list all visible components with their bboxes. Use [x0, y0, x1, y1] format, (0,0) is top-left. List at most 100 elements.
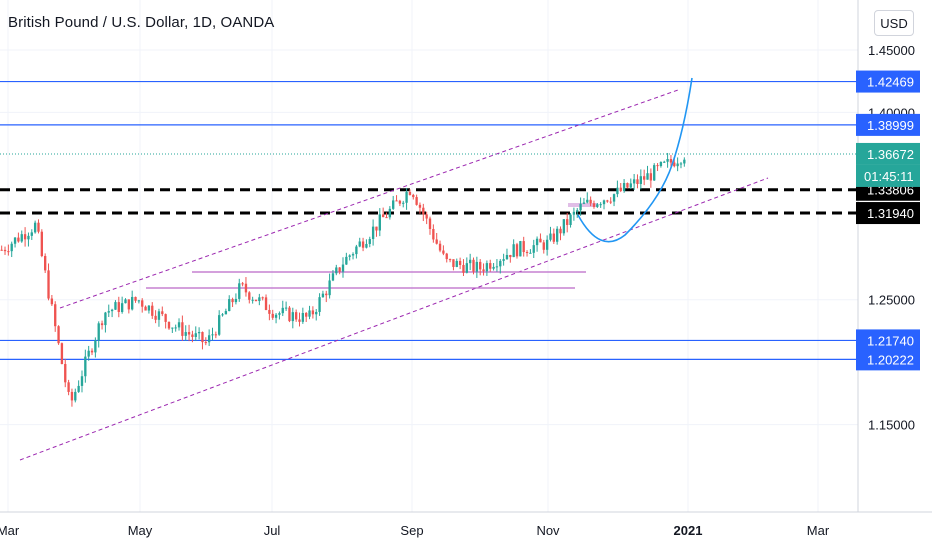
candle-body [358, 241, 361, 247]
candle-body [40, 231, 44, 257]
candle-body [127, 299, 131, 310]
candle-body [659, 162, 663, 167]
x-tick-label: Nov [536, 523, 560, 538]
candle-body [7, 251, 10, 253]
candle-body [114, 302, 117, 310]
candle-body [415, 197, 418, 205]
candle-body [244, 283, 248, 293]
currency-button[interactable]: USD [874, 10, 914, 36]
chart-grid [0, 0, 858, 512]
candle-body [596, 204, 599, 207]
candle-body [505, 254, 509, 260]
candle-body [455, 260, 458, 267]
candle-body [368, 239, 371, 244]
level-label-bg [856, 113, 920, 136]
candle-body [268, 309, 271, 314]
projection-curve [577, 77, 693, 243]
candle-body [656, 165, 659, 167]
candle-body [666, 159, 669, 162]
candle-body [288, 307, 291, 322]
candle-body [609, 201, 612, 203]
candle-body [442, 250, 445, 254]
y-tick-label: 1.45000 [868, 43, 915, 58]
candle-body [418, 204, 422, 208]
candle-body [636, 179, 639, 184]
candle-body [579, 203, 582, 211]
x-tick-label: Jul [264, 523, 281, 538]
candle-body [254, 299, 258, 302]
candle-body [204, 342, 207, 344]
candle-body [465, 263, 468, 273]
candle-body [462, 264, 465, 273]
candle-body [197, 332, 201, 334]
candle-body [184, 332, 187, 336]
candle-body [378, 214, 381, 231]
candle-body [616, 187, 619, 195]
candle-body [361, 241, 365, 248]
candle-body [412, 194, 415, 198]
candle-body [318, 297, 321, 312]
candle-body [649, 173, 653, 181]
candle-body [592, 203, 596, 207]
candle-body [328, 280, 331, 296]
candle-body [676, 163, 679, 167]
candle-body [298, 319, 301, 322]
candle-body [663, 161, 666, 163]
level-label-bg [856, 202, 920, 225]
candle-body [495, 266, 499, 268]
x-tick-label: May [128, 523, 153, 538]
candle-body [395, 200, 398, 202]
level-label-bg [856, 70, 920, 93]
candle-body [181, 322, 184, 336]
candle-body [632, 179, 636, 184]
candle-body [482, 269, 485, 272]
candle-body [154, 315, 157, 320]
candle-body [572, 211, 576, 215]
candle-body [646, 173, 649, 180]
candle-body [264, 297, 268, 310]
candle-body [669, 159, 673, 163]
candle-body [44, 256, 47, 271]
candle-body [535, 238, 539, 246]
level-label: 1.31940 [867, 206, 914, 221]
candle-body [124, 299, 127, 304]
candle-body [161, 311, 164, 315]
y-tick-label: 1.25000 [868, 293, 915, 308]
candle-body [566, 219, 569, 225]
current-price-label: 1.36672 [867, 147, 914, 162]
candle-body [489, 263, 492, 269]
candle-body [241, 283, 244, 285]
candle-body [683, 159, 686, 164]
candle-body [562, 219, 566, 234]
trend-channel [19, 89, 769, 461]
candle-body [224, 311, 228, 315]
candle-body [23, 234, 27, 240]
candle-body [569, 214, 572, 225]
candle-body [50, 298, 54, 305]
candle-body [147, 305, 151, 311]
candle-body [448, 259, 452, 261]
candle-body [238, 283, 241, 299]
candle-body [576, 210, 579, 212]
candle-body [80, 376, 84, 386]
candle-body [141, 300, 144, 307]
candle-body [331, 273, 335, 281]
candle-body [77, 385, 80, 392]
candle-body [70, 391, 74, 401]
candle-body [325, 293, 328, 296]
candle-body [348, 255, 351, 257]
candle-body [211, 334, 214, 336]
candle-body [107, 311, 110, 313]
candle-body [174, 327, 177, 329]
candle-body [392, 200, 395, 209]
candle-body [0, 249, 3, 251]
candle-body [422, 207, 425, 215]
candle-body [218, 315, 221, 335]
candle-body [458, 260, 462, 265]
candle-body [10, 243, 13, 252]
candle-body [512, 244, 515, 258]
candle-body [117, 302, 120, 312]
candle-body [549, 233, 552, 240]
candle-body [54, 304, 57, 327]
